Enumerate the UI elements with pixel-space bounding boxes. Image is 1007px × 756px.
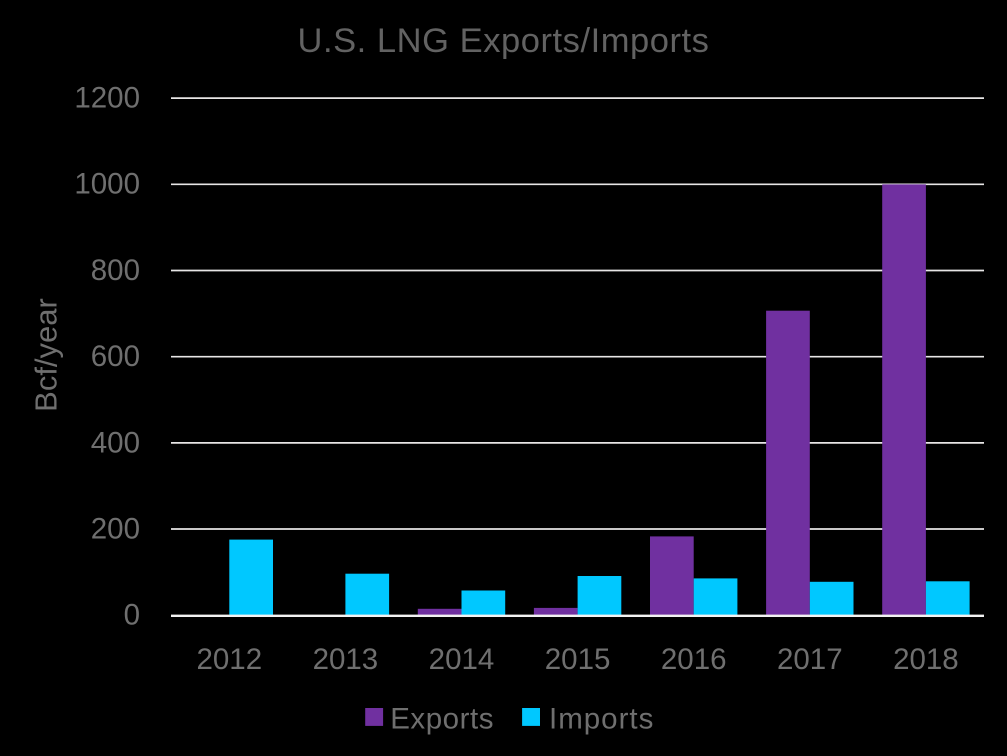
svg-text:400: 400 [91, 426, 140, 459]
svg-text:Imports: Imports [549, 702, 654, 735]
svg-text:2016: 2016 [661, 643, 727, 676]
svg-text:Bcf/year: Bcf/year [29, 298, 64, 412]
svg-text:2013: 2013 [313, 643, 379, 676]
svg-text:0: 0 [124, 599, 140, 632]
svg-text:2014: 2014 [429, 643, 495, 676]
svg-text:2017: 2017 [777, 643, 843, 676]
svg-text:1200: 1200 [74, 82, 140, 115]
svg-text:Exports: Exports [390, 702, 494, 735]
svg-text:2018: 2018 [893, 643, 959, 676]
svg-text:800: 800 [91, 254, 140, 287]
svg-text:U.S. LNG Exports/Imports: U.S. LNG Exports/Imports [298, 22, 710, 60]
svg-text:2012: 2012 [196, 643, 262, 676]
svg-text:200: 200 [91, 512, 140, 545]
svg-text:600: 600 [91, 340, 140, 373]
svg-text:2015: 2015 [545, 643, 611, 676]
svg-text:1000: 1000 [74, 168, 140, 201]
